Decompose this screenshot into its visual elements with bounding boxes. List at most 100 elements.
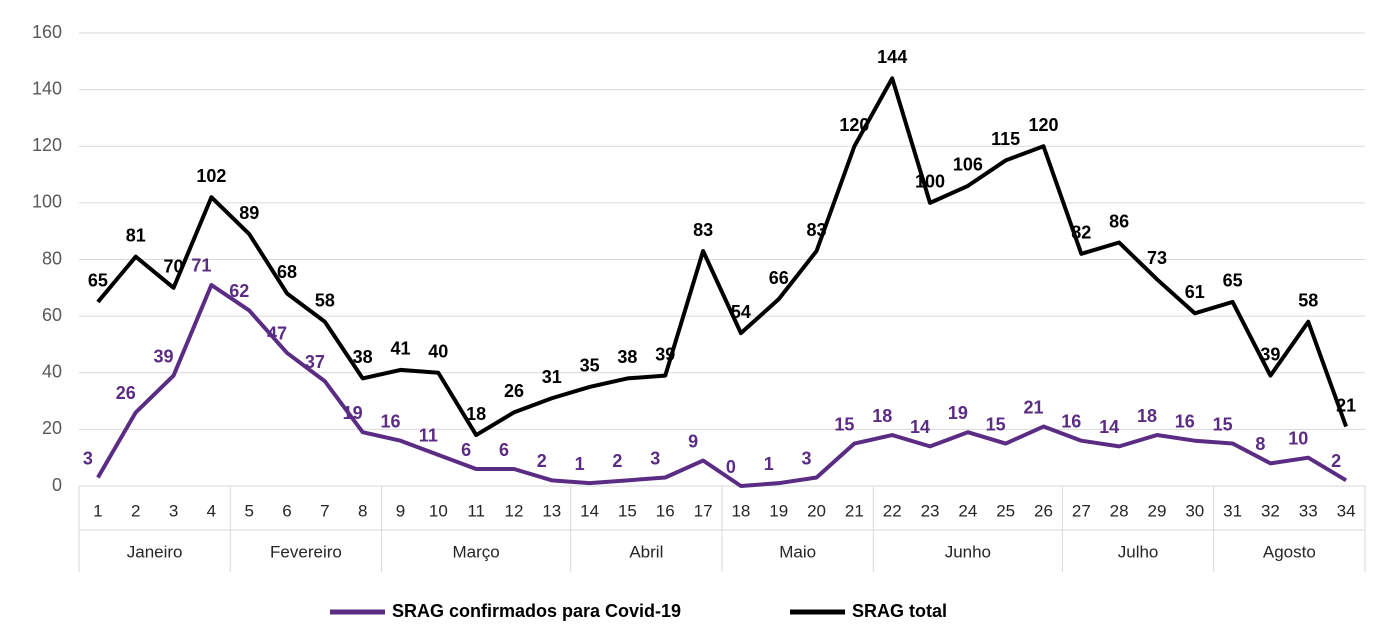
data-label: 9 xyxy=(688,431,698,451)
data-label: 120 xyxy=(839,115,869,135)
legend-label: SRAG total xyxy=(852,601,947,621)
data-label: 39 xyxy=(655,344,675,364)
x-group-label: Junho xyxy=(945,542,991,561)
data-label: 54 xyxy=(731,302,751,322)
data-label: 120 xyxy=(1028,115,1058,135)
x-tick-label: 26 xyxy=(1034,501,1053,520)
data-label: 58 xyxy=(315,291,335,311)
data-label: 102 xyxy=(196,166,226,186)
x-group-label: Março xyxy=(453,542,500,561)
y-tick-label: 100 xyxy=(32,192,62,212)
data-label: 89 xyxy=(239,203,259,223)
data-label: 35 xyxy=(580,356,600,376)
x-tick-label: 22 xyxy=(883,501,902,520)
data-label: 2 xyxy=(1331,451,1341,471)
data-label: 21 xyxy=(1336,395,1356,415)
data-label: 61 xyxy=(1185,282,1205,302)
x-tick-label: 32 xyxy=(1261,501,1280,520)
series-line xyxy=(96,282,1348,488)
x-tick-label: 24 xyxy=(958,501,977,520)
x-tick-label: 28 xyxy=(1110,501,1129,520)
x-tick-label: 29 xyxy=(1148,501,1167,520)
data-label: 1 xyxy=(764,454,774,474)
x-tick-label: 33 xyxy=(1299,501,1318,520)
data-label: 1 xyxy=(575,454,585,474)
data-label: 15 xyxy=(1213,414,1233,434)
data-label: 3 xyxy=(802,448,812,468)
data-label: 16 xyxy=(1061,411,1081,431)
data-label: 83 xyxy=(693,220,713,240)
data-label: 39 xyxy=(1260,344,1280,364)
y-tick-label: 40 xyxy=(42,362,62,382)
data-label: 26 xyxy=(504,381,524,401)
data-label: 10 xyxy=(1288,428,1308,448)
data-label: 19 xyxy=(948,403,968,423)
data-label: 2 xyxy=(612,451,622,471)
data-label: 16 xyxy=(380,411,400,431)
x-group-label: Fevereiro xyxy=(270,542,342,561)
data-label: 65 xyxy=(88,271,108,291)
x-tick-label: 19 xyxy=(769,501,788,520)
data-label: 38 xyxy=(353,347,373,367)
x-group-label: Abril xyxy=(629,542,663,561)
data-label: 18 xyxy=(872,406,892,426)
data-label: 16 xyxy=(1175,411,1195,431)
x-tick-label: 15 xyxy=(618,501,637,520)
data-label: 18 xyxy=(1137,406,1157,426)
x-tick-label: 21 xyxy=(845,501,864,520)
data-label: 68 xyxy=(277,262,297,282)
data-label: 71 xyxy=(191,256,211,276)
x-tick-label: 23 xyxy=(921,501,940,520)
data-label: 41 xyxy=(390,339,410,359)
data-label: 11 xyxy=(419,426,438,446)
data-label: 14 xyxy=(910,417,930,437)
data-label: 47 xyxy=(267,324,287,344)
series-line xyxy=(96,76,1348,438)
x-tick-label: 9 xyxy=(396,501,405,520)
data-label: 81 xyxy=(126,225,146,245)
x-group-label: Agosto xyxy=(1263,542,1316,561)
data-label: 100 xyxy=(915,172,945,192)
data-label: 58 xyxy=(1298,291,1318,311)
x-tick-label: 5 xyxy=(244,501,253,520)
data-label: 6 xyxy=(461,440,471,460)
data-label: 26 xyxy=(116,383,136,403)
x-group-label: Janeiro xyxy=(127,542,183,561)
data-label: 39 xyxy=(154,346,174,366)
data-label: 0 xyxy=(726,457,736,477)
y-tick-label: 0 xyxy=(52,475,62,495)
x-tick-label: 11 xyxy=(467,501,485,520)
data-label: 2 xyxy=(537,451,547,471)
x-tick-label: 6 xyxy=(282,501,291,520)
data-label: 66 xyxy=(769,268,789,288)
x-tick-label: 4 xyxy=(207,501,216,520)
data-label: 21 xyxy=(1023,397,1043,417)
data-label: 8 xyxy=(1255,434,1265,454)
data-label: 73 xyxy=(1147,248,1167,268)
data-label: 38 xyxy=(617,347,637,367)
data-label: 31 xyxy=(542,367,562,387)
data-label: 83 xyxy=(807,220,827,240)
data-label: 3 xyxy=(650,448,660,468)
x-group-label: Julho xyxy=(1118,542,1159,561)
x-tick-label: 14 xyxy=(580,501,599,520)
x-tick-label: 18 xyxy=(731,501,750,520)
data-label: 3 xyxy=(83,448,93,468)
data-label: 15 xyxy=(834,414,854,434)
x-tick-label: 7 xyxy=(320,501,329,520)
y-tick-label: 20 xyxy=(42,418,62,438)
x-tick-label: 3 xyxy=(169,501,178,520)
x-tick-label: 34 xyxy=(1337,501,1356,520)
data-label: 37 xyxy=(305,352,325,372)
data-label: 70 xyxy=(164,257,184,277)
x-tick-label: 2 xyxy=(131,501,140,520)
data-label: 6 xyxy=(499,440,509,460)
data-label: 62 xyxy=(229,281,249,301)
legend-label: SRAG confirmados para Covid-19 xyxy=(392,601,681,621)
x-tick-label: 30 xyxy=(1185,501,1204,520)
y-tick-label: 140 xyxy=(32,78,62,98)
data-label: 106 xyxy=(953,155,983,175)
x-tick-label: 17 xyxy=(694,501,713,520)
